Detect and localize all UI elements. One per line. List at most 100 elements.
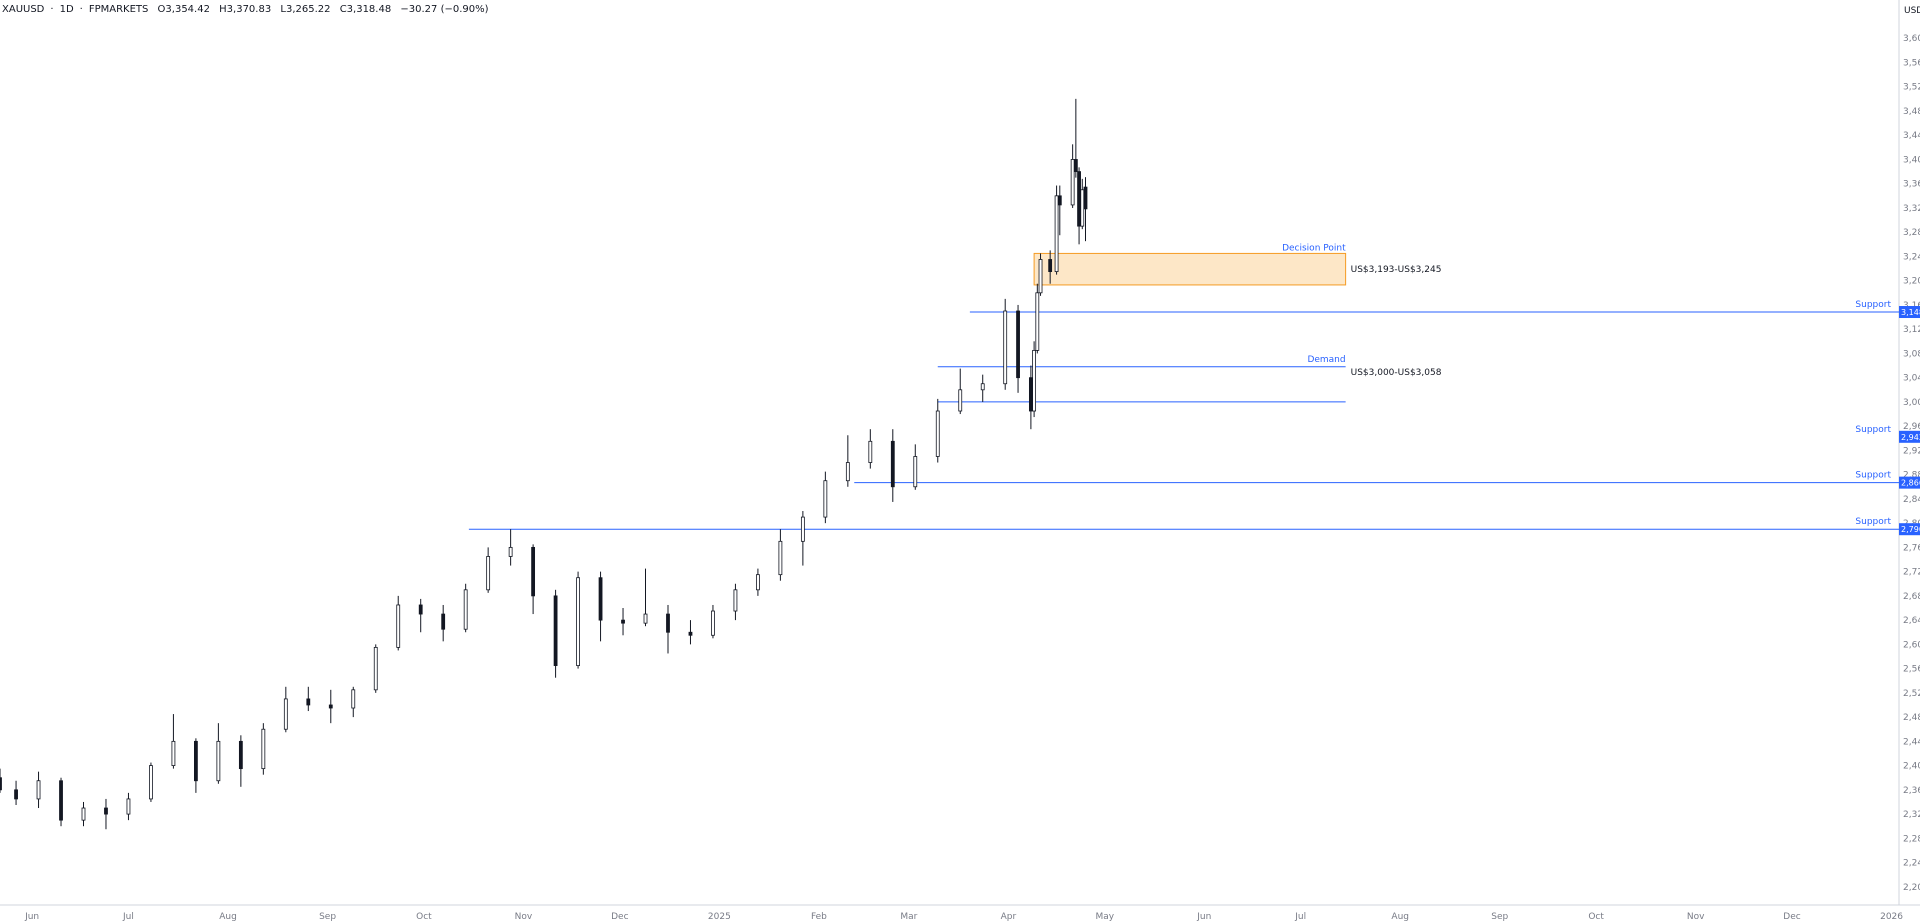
candle-body [890,440,895,488]
candle-body [688,631,693,636]
open-value: O3,354.42 [157,4,210,15]
price-tick-label: 2,720.00 [1903,568,1920,578]
price-axis-tag [1899,306,1920,319]
price-axis-tag-label: 3,148.33 [1901,308,1920,317]
zone-label: Decision Point [1282,243,1346,253]
candle-body [216,740,221,782]
candle-body [778,540,783,576]
price-tick-label: 3,040.00 [1903,374,1920,384]
candle-body [396,604,401,648]
price-tick-label: 2,880.00 [1903,471,1920,481]
price-tick-label: 2,520.00 [1903,689,1920,699]
candle-body [1038,259,1043,294]
time-tick-label: May [1095,912,1114,922]
price-axis-tag [1899,476,1920,489]
price-tick-label: 3,120.00 [1903,325,1920,335]
price-tick-label: 3,080.00 [1903,349,1920,359]
candle-body [283,698,288,730]
candle-body [823,480,828,518]
candle-body [14,789,18,800]
candle-body [463,589,468,630]
candle-body [756,574,760,591]
level-label: Support [1855,300,1891,310]
price-tick-label: 2,680.00 [1903,592,1920,602]
candle-body [351,689,356,709]
candle-body [643,613,648,624]
time-tick-label: Oct [416,912,432,922]
source-label: FPMARKETS [88,4,149,15]
high-value: H3,370.83 [219,4,272,15]
candle-body [576,577,580,666]
time-tick-label: Dec [1783,912,1800,922]
candle-body [126,798,131,815]
time-tick-label: Jun [24,912,39,922]
symbol-legend: XAUUSD · 1D · FPMARKETS O3,354.42 H3,370.83 … [2,4,489,15]
zone-range-label: US$3,193-US$3,245 [1351,265,1442,275]
time-tick-label: Nov [515,912,533,922]
price-tick-label: 3,240.00 [1903,252,1920,262]
candle-body [935,410,940,457]
time-tick-label: Mar [900,912,917,922]
candle-body [36,780,41,800]
price-tick-label: 3,440.00 [1903,131,1920,141]
price-tick-label: 3,280.00 [1903,228,1920,238]
candle-body [486,556,491,591]
time-tick-label: Jul [1294,912,1306,922]
level-label: Support [1855,517,1891,527]
price-tick-label: 2,240.00 [1903,859,1920,869]
price-tick-label: 2,280.00 [1903,834,1920,844]
interval-label[interactable]: 1D [59,4,74,15]
candle-body [1083,186,1088,210]
price-axis-tag-label: 2,866.82 [1901,479,1920,488]
candle-body [373,646,378,691]
time-tick-label: Dec [611,912,628,922]
price-tick-label: 3,560.00 [1903,58,1920,68]
candle-body [59,780,63,821]
level-label: Support [1855,425,1891,435]
candle-body [553,595,558,666]
symbol-label[interactable]: XAUUSD [2,4,45,15]
price-tick-label: 2,200.00 [1903,883,1920,893]
candle-body [1003,310,1008,385]
candle-body [1077,171,1081,227]
candle-body [261,728,266,770]
price-tick-label: 3,000.00 [1903,398,1920,408]
candle-body [1054,195,1059,273]
price-axis-tag [1899,523,1920,536]
price-tick-label: 3,160.00 [1903,301,1920,311]
price-tick-label: 2,560.00 [1903,665,1920,675]
time-tick-label: Jun [1196,912,1211,922]
time-tick-label: Aug [1391,912,1409,922]
candle-body [104,807,108,815]
candle-body [81,807,86,821]
time-tick-label: Sep [1491,912,1508,922]
candle-body [868,440,873,463]
price-tick-label: 2,600.00 [1903,640,1920,650]
candle-body [171,740,176,766]
candle-body [1048,259,1053,273]
level-label: Support [1855,471,1891,481]
time-tick-label: Jul [122,912,134,922]
price-tick-label: 3,400.00 [1903,155,1920,165]
candle-body [306,698,311,706]
time-tick-label: Apr [1001,912,1017,922]
price-tick-label: 2,640.00 [1903,616,1920,626]
price-axis-tag-label: 2,942.45 [1901,433,1920,442]
candle-body [194,740,198,782]
time-tick-label: Nov [1687,912,1705,922]
price-tick-label: 2,960.00 [1903,422,1920,432]
currency-label: USD [1904,6,1920,16]
candle-body [1057,195,1062,206]
change-value: −30.27 (−0.90%) [400,4,489,15]
candle-body [958,389,963,412]
time-tick-label: 2025 [708,912,731,922]
price-axis-tag-label: 2,790.00 [1901,525,1920,534]
candle-body [149,765,153,800]
candle-body [531,546,536,597]
price-tick-label: 2,360.00 [1903,786,1920,796]
candle-body [666,613,670,633]
candle-body [238,740,243,770]
price-tick-label: 2,440.00 [1903,737,1920,747]
